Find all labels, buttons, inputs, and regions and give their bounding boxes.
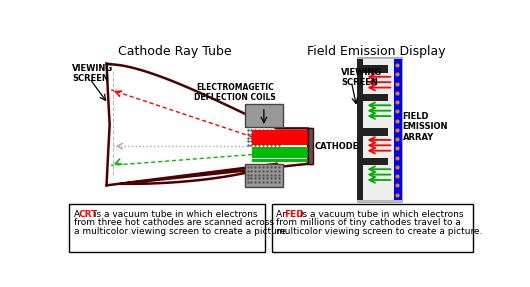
Bar xyxy=(252,147,308,151)
Bar xyxy=(244,104,283,127)
Bar xyxy=(244,164,283,187)
Bar xyxy=(271,204,473,252)
Text: from three hot cathodes are scanned across: from three hot cathodes are scanned acro… xyxy=(74,218,274,228)
Bar xyxy=(308,128,313,164)
Bar xyxy=(363,65,388,73)
Text: VIEWING
SCREEN: VIEWING SCREEN xyxy=(73,64,114,83)
Bar xyxy=(363,94,388,101)
Text: multicolor viewing screen to create a picture.: multicolor viewing screen to create a pi… xyxy=(276,227,483,236)
Text: An: An xyxy=(276,210,291,219)
Text: Field Emission Display: Field Emission Display xyxy=(307,45,446,58)
Bar xyxy=(69,204,264,252)
Text: VIEWING
SCREEN: VIEWING SCREEN xyxy=(341,67,383,87)
Text: from millions of tiny cathodes travel to a: from millions of tiny cathodes travel to… xyxy=(276,218,461,228)
Text: FED: FED xyxy=(284,210,304,219)
Bar xyxy=(252,129,308,133)
Bar xyxy=(252,155,308,158)
Bar xyxy=(252,159,308,162)
Bar xyxy=(363,59,394,200)
Bar xyxy=(363,158,388,165)
Text: ELECTROMAGETIC
DEFLECTION COILS: ELECTROMAGETIC DEFLECTION COILS xyxy=(195,83,276,102)
Text: FIELD
EMISSION
ARRAY: FIELD EMISSION ARRAY xyxy=(403,112,448,142)
Bar xyxy=(357,57,402,202)
Text: is a vacuum tube in which electrons: is a vacuum tube in which electrons xyxy=(297,210,464,219)
Text: CATHODE: CATHODE xyxy=(314,141,359,151)
Bar xyxy=(357,59,363,200)
Text: A: A xyxy=(74,210,83,219)
Bar xyxy=(308,128,312,164)
Bar xyxy=(252,137,308,141)
Text: Cathode Ray Tube: Cathode Ray Tube xyxy=(118,45,232,58)
Bar xyxy=(252,141,308,145)
Bar xyxy=(252,133,308,137)
Text: is a vacuum tube in which electrons: is a vacuum tube in which electrons xyxy=(91,210,258,219)
Bar xyxy=(394,59,402,200)
Bar xyxy=(252,151,308,155)
Text: a multicolor viewing screen to create a picture.: a multicolor viewing screen to create a … xyxy=(74,227,289,236)
Polygon shape xyxy=(107,64,308,185)
Text: CRT: CRT xyxy=(78,210,98,219)
Bar xyxy=(363,128,388,136)
